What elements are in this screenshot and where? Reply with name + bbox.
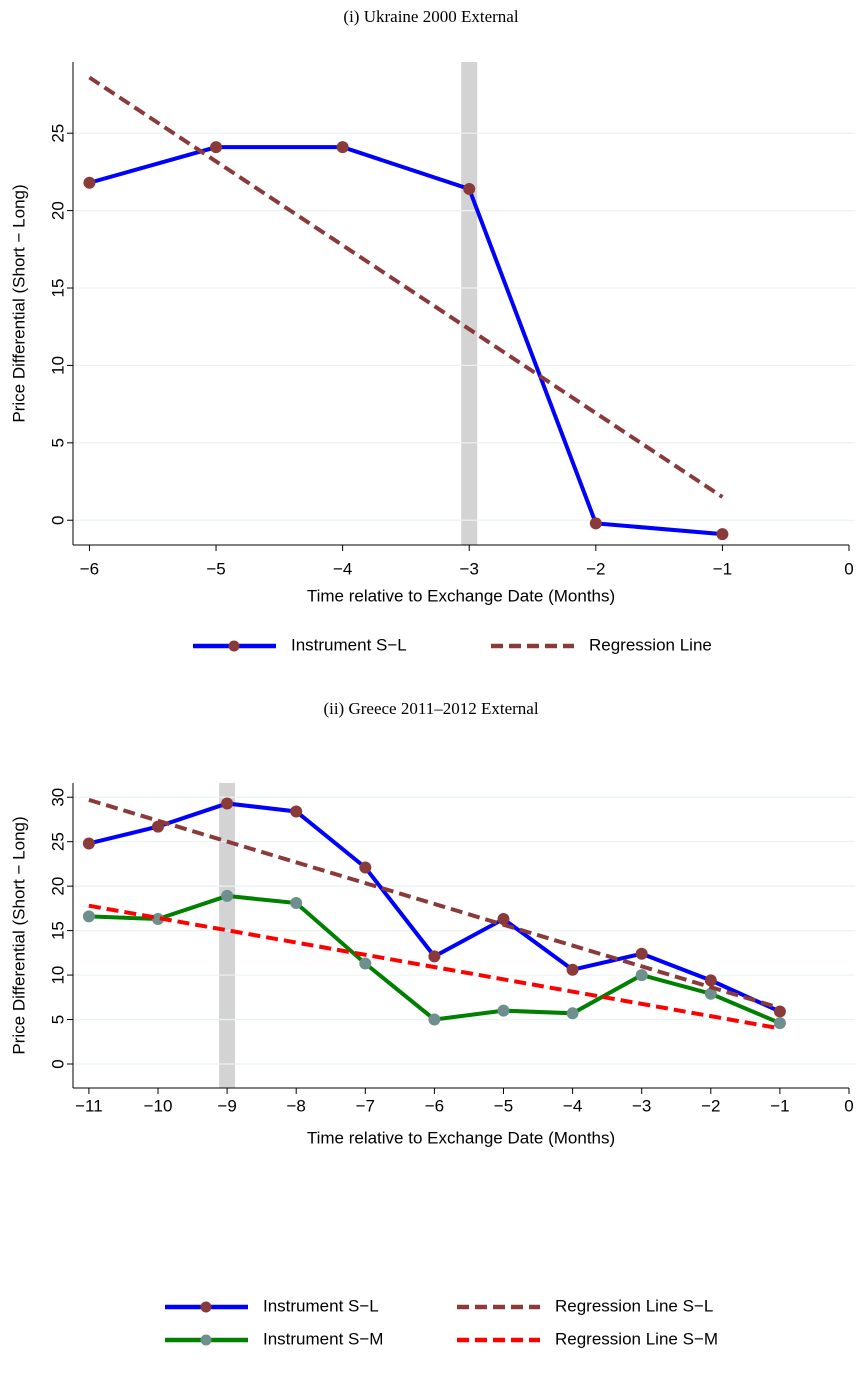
y-tick-label: 25 — [48, 124, 67, 143]
y-tick-label: 0 — [48, 515, 67, 524]
x-tick-label: −11 — [75, 1096, 103, 1115]
x-axis-label: Time relative to Exchange Date (Months) — [307, 586, 615, 605]
y-tick-label: 5 — [48, 438, 67, 447]
x-tick-label: −5 — [206, 559, 225, 578]
marker — [635, 969, 648, 982]
y-axis-label: Price Differential (Short − Long) — [9, 184, 28, 422]
chart-title: (ii) Greece 2011–2012 External — [323, 699, 538, 718]
legend-marker — [228, 640, 240, 652]
marker — [566, 963, 579, 976]
legend-label: Instrument S−M — [263, 1329, 383, 1348]
x-tick-label: −2 — [586, 559, 605, 578]
x-tick-label: −3 — [632, 1096, 651, 1115]
marker — [221, 889, 234, 902]
marker — [463, 182, 476, 195]
series-line — [88, 903, 781, 1031]
chart-ukraine: (i) Ukraine 2000 External 0 5 10 15 20 25 −6 −5 −… — [9, 7, 855, 654]
legend-label: Instrument S−L — [291, 635, 407, 654]
chart-greece: (ii) Greece 2011–2012 External 0 5 10 15 20 25… — [9, 699, 855, 1348]
marker — [589, 517, 602, 530]
legend-marker — [200, 1334, 212, 1346]
legend-label: Regression Line — [589, 635, 712, 654]
marker — [704, 974, 717, 987]
shaded-band — [219, 783, 236, 1088]
legend-marker — [200, 1301, 212, 1313]
chart-title: (i) Ukraine 2000 External — [343, 7, 518, 26]
x-tick-label: −9 — [217, 1096, 236, 1115]
y-tick-label: 20 — [48, 877, 67, 896]
y-tick-label: 15 — [48, 921, 67, 940]
marker — [290, 897, 303, 910]
marker — [221, 797, 234, 810]
series-line — [88, 797, 781, 1010]
x-tick-label: −6 — [425, 1096, 444, 1115]
marker — [635, 947, 648, 960]
x-tick-label: −2 — [701, 1096, 720, 1115]
x-tick-label: −1 — [713, 559, 732, 578]
marker — [566, 1007, 579, 1020]
marker — [359, 957, 372, 970]
y-tick-label: 5 — [48, 1015, 67, 1024]
marker — [497, 1004, 510, 1017]
x-tick-label: −1 — [770, 1096, 789, 1115]
y-tick-label: 25 — [48, 832, 67, 851]
x-axis-label: Time relative to Exchange Date (Months) — [307, 1128, 615, 1147]
legend-label: Regression Line S−L — [555, 1296, 713, 1315]
marker — [716, 528, 729, 541]
legend-label: Instrument S−L — [263, 1296, 379, 1315]
marker — [428, 1013, 441, 1026]
x-tick-label: −4 — [563, 1096, 582, 1115]
marker — [428, 950, 441, 963]
legend-label: Regression Line S−M — [555, 1329, 718, 1348]
y-tick-label: 10 — [48, 356, 67, 375]
x-tick-label: −7 — [356, 1096, 375, 1115]
marker — [336, 141, 349, 154]
marker — [82, 910, 95, 923]
x-tick-label: −4 — [333, 559, 352, 578]
y-tick-label: 10 — [48, 966, 67, 985]
x-tick-label: −10 — [144, 1096, 173, 1115]
marker — [83, 176, 96, 189]
y-axis-label: Price Differential (Short − Long) — [9, 816, 28, 1054]
marker — [773, 1017, 786, 1030]
x-tick-label: −3 — [460, 559, 479, 578]
y-tick-label: 20 — [48, 201, 67, 220]
y-tick-label: 0 — [48, 1059, 67, 1068]
marker — [359, 861, 372, 874]
y-tick-label: 15 — [48, 279, 67, 298]
marker — [290, 805, 303, 818]
x-tick-label: 0 — [844, 1096, 853, 1115]
series-line — [88, 75, 724, 499]
x-tick-label: −6 — [80, 559, 99, 578]
x-tick-label: −5 — [494, 1096, 513, 1115]
series-line — [88, 145, 723, 537]
marker — [210, 141, 223, 154]
y-tick-label: 30 — [48, 788, 67, 807]
marker — [82, 837, 95, 850]
x-tick-label: −8 — [286, 1096, 305, 1115]
shaded-band — [461, 62, 478, 545]
x-tick-label: 0 — [844, 559, 853, 578]
